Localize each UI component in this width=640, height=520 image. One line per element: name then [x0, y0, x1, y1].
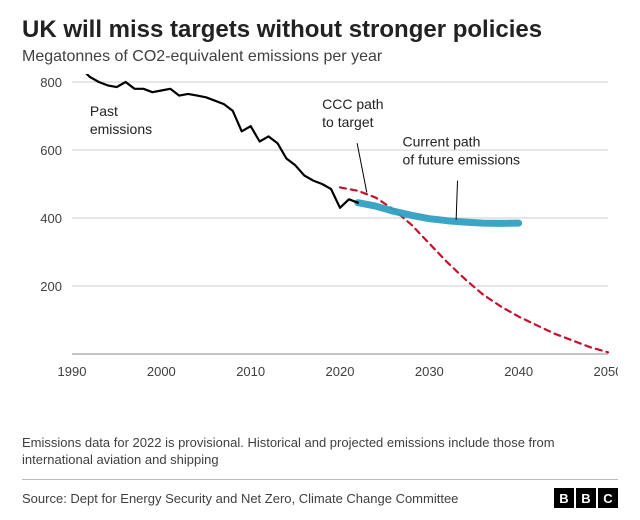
svg-text:Current path: Current path — [403, 134, 481, 150]
svg-text:2040: 2040 — [504, 364, 533, 379]
svg-text:2010: 2010 — [236, 364, 265, 379]
chart-title: UK will miss targets without stronger po… — [22, 16, 618, 44]
svg-text:600: 600 — [40, 143, 62, 158]
bbc-logo-letter: B — [554, 488, 574, 508]
chart-subtitle: Megatonnes of CO2-equivalent emissions p… — [22, 48, 618, 66]
bbc-logo-letter: C — [598, 488, 618, 508]
line-chart: 200 400 600 800 1990 2000 2010 2020 2030 2040 2050… — [22, 74, 618, 384]
svg-text:1990: 1990 — [58, 364, 87, 379]
source-text: Source: Dept for Energy Security and Net… — [22, 491, 458, 506]
svg-text:emissions: emissions — [90, 121, 152, 137]
chart-footnote: Emissions data for 2022 is provisional. … — [22, 434, 618, 469]
svg-text:2000: 2000 — [147, 364, 176, 379]
source-row: Source: Dept for Energy Security and Net… — [22, 479, 618, 508]
svg-text:2030: 2030 — [415, 364, 444, 379]
svg-text:CCC path: CCC path — [322, 96, 383, 112]
svg-text:800: 800 — [40, 75, 62, 90]
chart-area: 200 400 600 800 1990 2000 2010 2020 2030 2040 2050… — [22, 74, 618, 424]
series-ccc — [340, 187, 608, 352]
svg-text:400: 400 — [40, 211, 62, 226]
series-past — [72, 74, 358, 208]
series-current — [358, 203, 519, 224]
bbc-logo-letter: B — [576, 488, 596, 508]
svg-text:to target: to target — [322, 114, 373, 130]
svg-text:200: 200 — [40, 279, 62, 294]
bbc-logo: B B C — [554, 488, 618, 508]
svg-text:2050: 2050 — [594, 364, 618, 379]
svg-text:of future emissions: of future emissions — [403, 152, 521, 168]
svg-text:Past: Past — [90, 103, 118, 119]
svg-text:2020: 2020 — [326, 364, 355, 379]
